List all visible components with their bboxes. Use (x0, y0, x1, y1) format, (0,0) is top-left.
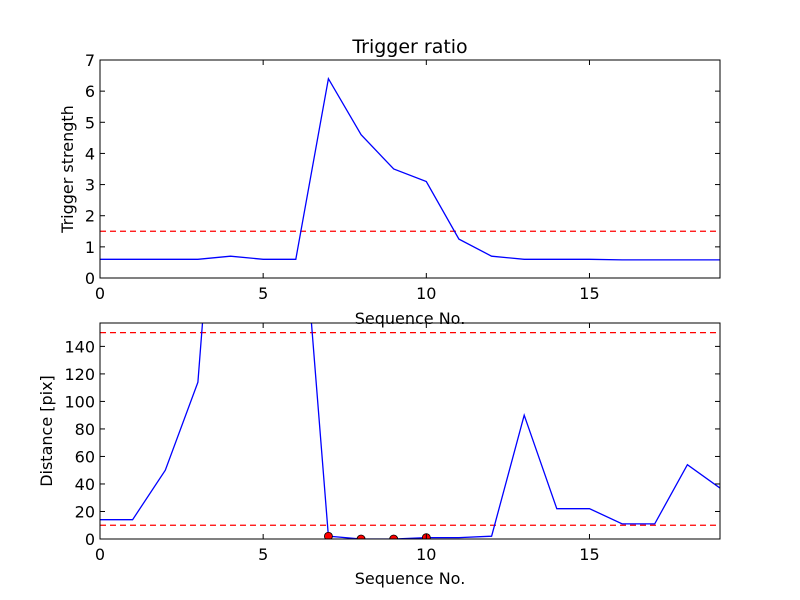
distance-axes: Sequence No. Distance [pix] 0 5 10 15 0 20 40 6… (37, 322, 721, 588)
data-point-marker (356, 534, 366, 539)
y-axis-label: Trigger strength (58, 105, 77, 234)
y-tick-label: 5 (85, 113, 95, 132)
x-tick-label: 15 (579, 284, 599, 303)
y-tick-label: 7 (85, 51, 95, 70)
y-tick-label: 20 (75, 502, 95, 521)
y-tick-label: 0 (85, 269, 95, 288)
x-axis-label: Sequence No. (355, 569, 466, 588)
y-tick-label: 6 (85, 82, 95, 101)
y-tick-label: 40 (75, 475, 95, 494)
series-line (100, 76, 720, 261)
x-tick-label: 5 (258, 545, 268, 564)
series-line (100, 323, 720, 539)
data-point-marker (324, 531, 333, 539)
plot-frame (99, 322, 721, 540)
x-tick-label: 10 (416, 284, 436, 303)
x-tick-label: 0 (95, 545, 105, 564)
data-point-marker (389, 534, 399, 539)
y-tick-label: 3 (85, 176, 95, 195)
y-tick-label: 120 (64, 365, 95, 384)
y-tick-label: 60 (75, 447, 95, 466)
y-tick-label: 140 (64, 337, 95, 356)
y-tick-label: 1 (85, 238, 95, 257)
trigger-ratio-axes: Trigger ratio Sequence No. Trigger stren… (58, 36, 721, 328)
x-tick-label: 15 (579, 545, 599, 564)
x-tick-label: 5 (258, 284, 268, 303)
y-tick-label: 2 (85, 207, 95, 226)
chart-title: Trigger ratio (351, 36, 467, 58)
y-tick-label: 4 (85, 144, 95, 163)
plot-frame (99, 59, 721, 279)
y-tick-label: 80 (75, 420, 95, 439)
y-axis-label: Distance [pix] (37, 375, 56, 487)
x-tick-label: 0 (95, 284, 105, 303)
x-tick-label: 10 (416, 545, 436, 564)
y-tick-label: 100 (64, 392, 95, 411)
y-tick-label: 0 (85, 530, 95, 549)
x-axis-label: Sequence No. (355, 309, 466, 328)
